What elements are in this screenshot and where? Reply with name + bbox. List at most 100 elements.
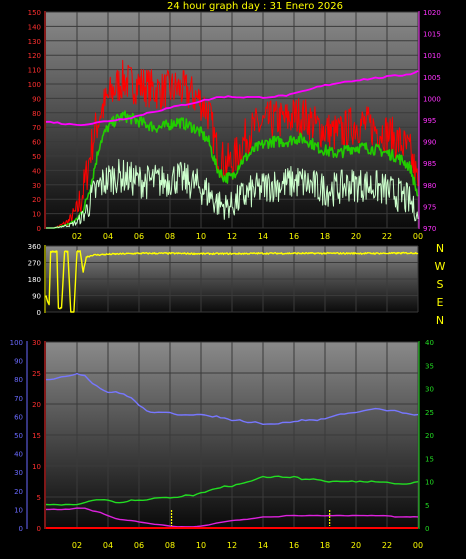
tick-label: 150 — [28, 9, 41, 17]
direction-label: N — [436, 242, 444, 255]
x-tick-labels: 02 04 06 08 10 12 14 16 18 20 22 00 — [72, 541, 423, 550]
temperature-line — [45, 475, 419, 506]
x-tick-label: 22 — [382, 541, 392, 550]
tick-label: 110 — [28, 67, 41, 75]
tick-label: 90 — [32, 95, 41, 103]
tick-label: 30 — [425, 386, 434, 394]
tick-label: 10 — [32, 211, 41, 219]
chart-title: 24 hour graph day : 31 Enero 2026 — [167, 1, 343, 12]
tick-label: 140 — [28, 23, 41, 31]
tick-label: 985 — [423, 160, 436, 168]
tick-label: 970 — [423, 225, 436, 233]
x-tick-label: 12 — [227, 232, 237, 241]
series-group — [45, 372, 419, 529]
x-tick-label: 12 — [227, 541, 237, 550]
tick-label: 270 — [28, 260, 41, 268]
x-tick-label: 00 — [413, 232, 423, 241]
left-tick-labels: 0 10 20 30 40 50 60 70 80 90 100 110 120 130 140 150 — [28, 9, 41, 233]
x-tick-label: 02 — [72, 232, 82, 241]
x-tick-label: 10 — [196, 541, 206, 550]
speed-line — [46, 158, 419, 229]
tick-label: 30 — [32, 182, 41, 190]
x-tick-label: 06 — [134, 232, 144, 241]
tick-label: 100 — [28, 81, 41, 89]
x-tick-label: 00 — [413, 541, 423, 550]
tick-label: 0 — [425, 525, 429, 533]
tick-label: 40 — [32, 167, 41, 175]
tick-label: 90 — [14, 358, 23, 366]
red-tick-labels: 0 5 10 15 20 25 30 — [32, 339, 41, 533]
pressure-line — [46, 70, 419, 126]
grid-lines — [46, 245, 419, 313]
tick-label: 0 — [37, 525, 41, 533]
tick-label: 80 — [32, 110, 41, 118]
x-tick-label: 14 — [258, 232, 268, 241]
tick-label: 1000 — [423, 95, 441, 103]
direction-label: S — [437, 278, 444, 291]
avg-speed-line — [45, 110, 419, 229]
tick-label: 0 — [37, 225, 41, 233]
temp-humidity-chart: 0 10 20 30 40 50 60 70 80 90 100 0 5 10 15 20 25 30 0 5 10… — [10, 339, 434, 550]
series-group — [45, 250, 419, 313]
dewpoint-line — [46, 507, 419, 528]
x-tick-label: 06 — [134, 541, 144, 550]
tick-label: 130 — [28, 38, 41, 46]
grid-lines — [46, 341, 419, 529]
tick-label: 120 — [28, 52, 41, 60]
direction-label: W — [435, 260, 446, 273]
gust-line — [46, 59, 419, 229]
tick-label: 70 — [32, 124, 41, 132]
tick-label: 5 — [37, 494, 41, 502]
tick-label: 980 — [423, 182, 436, 190]
tick-label: 50 — [32, 153, 41, 161]
tick-label: 15 — [32, 432, 41, 440]
tick-label: 5 — [425, 502, 429, 510]
tick-label: 60 — [14, 413, 23, 421]
x-tick-labels: 02 04 06 08 10 12 14 16 18 20 22 00 — [72, 232, 423, 241]
x-tick-label: 22 — [382, 232, 392, 241]
tick-label: 15 — [425, 455, 434, 463]
x-tick-label: 20 — [351, 232, 361, 241]
tick-label: 35 — [425, 362, 434, 370]
tick-label: 25 — [32, 370, 41, 378]
tick-label: 70 — [14, 395, 23, 403]
tick-label: 30 — [14, 469, 23, 477]
tick-label: 10 — [32, 463, 41, 471]
tick-label: 10 — [14, 506, 23, 514]
green-tick-labels: 0 5 10 15 20 25 30 35 40 — [425, 339, 434, 533]
blue-tick-labels: 0 10 20 30 40 50 60 70 80 90 100 — [10, 339, 23, 533]
tick-label: 40 — [14, 451, 23, 459]
x-tick-label: 04 — [103, 232, 113, 241]
tick-label: 360 — [28, 243, 41, 251]
tick-label: 995 — [423, 117, 436, 125]
tick-label: 60 — [32, 139, 41, 147]
x-tick-label: 16 — [289, 541, 299, 550]
x-tick-label: 18 — [320, 232, 330, 241]
tick-label: 975 — [423, 203, 436, 211]
tick-label: 990 — [423, 139, 436, 147]
tick-label: 20 — [32, 196, 41, 204]
tick-label: 100 — [10, 339, 23, 347]
tick-label: 40 — [425, 339, 434, 347]
tick-label: 1020 — [423, 9, 441, 17]
x-tick-label: 04 — [103, 541, 113, 550]
tick-label: 180 — [28, 276, 41, 284]
tick-label: 50 — [14, 432, 23, 440]
tick-label: 20 — [425, 432, 434, 440]
direction-line — [45, 250, 419, 313]
direction-label: N — [436, 314, 444, 327]
x-tick-label: 08 — [165, 541, 175, 550]
direction-label: E — [437, 296, 444, 309]
x-tick-label: 02 — [72, 541, 82, 550]
tick-label: 20 — [14, 488, 23, 496]
x-tick-label: 08 — [165, 232, 175, 241]
x-tick-label: 10 — [196, 232, 206, 241]
tick-label: 20 — [32, 401, 41, 409]
tick-label: 80 — [14, 376, 23, 384]
right-tick-labels: 970 975 980 985 990 995 1000 1005 1010 1015 1020 — [423, 9, 441, 233]
x-tick-label: 18 — [320, 541, 330, 550]
tick-label: 1015 — [423, 31, 441, 39]
